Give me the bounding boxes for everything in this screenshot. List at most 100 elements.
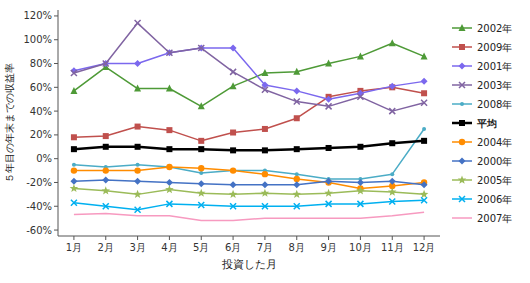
point — [325, 178, 332, 185]
point — [71, 70, 77, 76]
series — [70, 45, 427, 103]
point — [324, 189, 333, 197]
series-line — [74, 48, 424, 99]
x-tick-label: 2月 — [98, 242, 114, 253]
x-tick-label: 5月 — [193, 242, 209, 253]
legend-label: 2001年 — [477, 61, 512, 72]
point — [198, 102, 205, 109]
point — [71, 134, 77, 140]
point — [326, 103, 332, 109]
point — [262, 171, 268, 177]
y-tick-label: -60% — [26, 225, 52, 236]
series — [74, 212, 424, 220]
point — [166, 85, 173, 92]
x-axis-line — [58, 236, 440, 237]
series — [70, 177, 427, 189]
point — [70, 87, 77, 94]
x-tick — [105, 236, 106, 240]
y-tick — [54, 87, 58, 88]
point — [135, 144, 141, 150]
series-line — [74, 129, 424, 179]
point — [135, 20, 141, 26]
point — [357, 179, 364, 186]
point — [357, 201, 363, 207]
point — [421, 52, 428, 59]
legend-item: 2008年 — [452, 99, 512, 110]
point — [198, 180, 205, 187]
point — [294, 203, 300, 209]
y-tick — [54, 158, 58, 159]
y-tick-label: 80% — [30, 58, 52, 69]
y-tick — [54, 182, 58, 183]
point — [134, 167, 140, 173]
point — [71, 146, 77, 152]
legend-item: 2002年 — [452, 23, 512, 34]
point — [389, 178, 396, 185]
legend-marker — [459, 24, 466, 31]
point — [261, 69, 268, 76]
y-axis-label: ５年目の年末までの収益率 — [4, 63, 15, 183]
x-tick-label: 7月 — [257, 242, 273, 253]
point — [198, 165, 204, 171]
legend-item: 2000年 — [452, 156, 512, 167]
point — [325, 96, 332, 103]
y-tick-label: 20% — [30, 129, 52, 140]
series-line — [74, 141, 424, 151]
point — [293, 181, 300, 188]
point — [292, 190, 301, 198]
legend-marker — [459, 120, 465, 126]
plot-data — [70, 20, 429, 220]
legend-label: 2007年 — [477, 213, 512, 224]
point — [71, 200, 77, 206]
y-tick — [54, 134, 58, 135]
point — [421, 197, 427, 203]
legend-item: 平均 — [452, 118, 497, 129]
point — [422, 127, 426, 131]
point — [421, 138, 427, 144]
point — [357, 52, 364, 59]
y-tick — [54, 230, 58, 231]
series — [71, 164, 428, 192]
point — [198, 146, 204, 152]
legend-item: 2003年 — [452, 80, 512, 91]
legend-swatch — [452, 217, 472, 219]
legend-item: 2005年 — [452, 175, 512, 186]
series — [71, 138, 427, 154]
legend-marker — [459, 44, 465, 50]
series-line — [74, 23, 424, 111]
x-tick — [137, 236, 138, 240]
point — [230, 130, 236, 136]
y-tick — [54, 206, 58, 207]
series-line — [74, 200, 424, 210]
x-tick — [73, 236, 74, 240]
legend-item: 2006年 — [452, 194, 512, 205]
point — [389, 83, 396, 90]
point — [71, 167, 77, 173]
point — [134, 85, 141, 92]
x-tick-label: 4月 — [161, 242, 177, 253]
chart-container: -60%-40%-20%0%20%40%60%80%100%120%1月2月3月… — [0, 0, 530, 283]
legend-label: 2005年 — [477, 175, 512, 186]
y-tick — [54, 15, 58, 16]
legend-label: 2000年 — [477, 156, 512, 167]
point — [421, 100, 427, 106]
point — [357, 144, 363, 150]
point — [166, 201, 172, 207]
point — [72, 163, 76, 167]
legend-item: 2001年 — [452, 61, 512, 72]
point — [262, 87, 268, 93]
point — [389, 199, 395, 205]
point — [166, 146, 172, 152]
point — [166, 179, 173, 186]
y-tick — [54, 39, 58, 40]
point — [229, 190, 238, 198]
legend: 2002年2009年2001年2003年2008年平均2004年2000年200… — [452, 23, 512, 224]
point — [230, 82, 237, 89]
legend-label: 2006年 — [477, 194, 512, 205]
point — [133, 190, 142, 198]
legend-item: 2009年 — [452, 42, 512, 53]
legend-label: 2003年 — [477, 80, 512, 91]
series — [71, 20, 427, 114]
point — [388, 187, 397, 195]
point — [421, 181, 428, 188]
